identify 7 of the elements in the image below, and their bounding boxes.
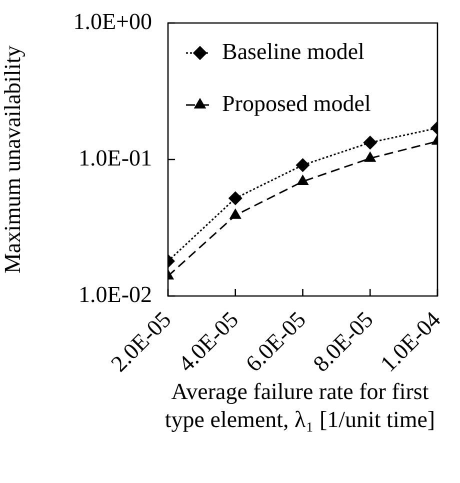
y-tick-label: 1.0E+00	[73, 9, 152, 34]
y-axis-title: Maximum unavailability	[0, 44, 25, 274]
x-axis-title: Average failure rate for first type element, λ₁ [1/unit time]	[164, 378, 436, 434]
y-tick-label: 1.0E-01	[78, 146, 152, 171]
y-tick-label: 1.0E-02	[78, 282, 152, 308]
legend-label: Baseline model	[222, 39, 364, 64]
legend-label: Proposed model	[222, 91, 371, 116]
